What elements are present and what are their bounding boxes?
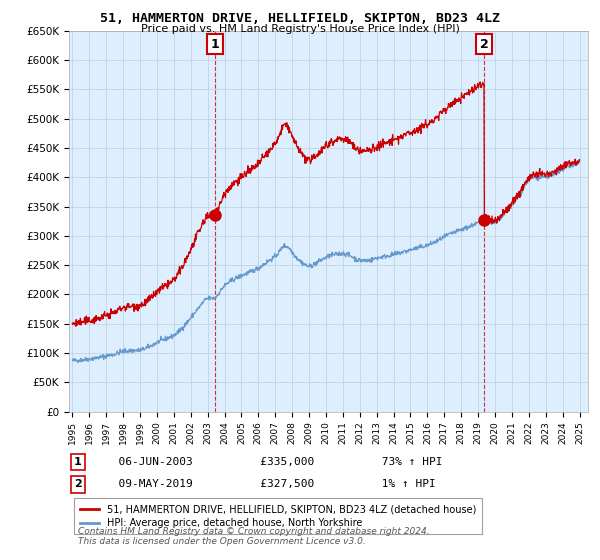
Text: 1: 1: [74, 457, 82, 467]
Text: Contains HM Land Registry data © Crown copyright and database right 2024.
This d: Contains HM Land Registry data © Crown c…: [78, 526, 430, 546]
Text: 09-MAY-2019          £327,500          1% ↑ HPI: 09-MAY-2019 £327,500 1% ↑ HPI: [105, 479, 436, 489]
Text: 2: 2: [480, 38, 488, 50]
Text: 06-JUN-2003          £335,000          73% ↑ HPI: 06-JUN-2003 £335,000 73% ↑ HPI: [105, 457, 443, 467]
Legend: 51, HAMMERTON DRIVE, HELLIFIELD, SKIPTON, BD23 4LZ (detached house), HPI: Averag: 51, HAMMERTON DRIVE, HELLIFIELD, SKIPTON…: [74, 498, 482, 534]
Text: 2: 2: [74, 479, 82, 489]
Text: Price paid vs. HM Land Registry's House Price Index (HPI): Price paid vs. HM Land Registry's House …: [140, 24, 460, 34]
Text: 1: 1: [211, 38, 219, 50]
Text: 51, HAMMERTON DRIVE, HELLIFIELD, SKIPTON, BD23 4LZ: 51, HAMMERTON DRIVE, HELLIFIELD, SKIPTON…: [100, 12, 500, 25]
